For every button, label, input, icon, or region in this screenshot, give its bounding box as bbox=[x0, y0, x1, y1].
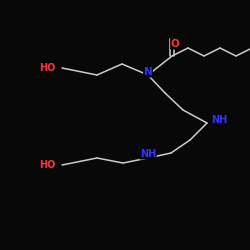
Text: NH: NH bbox=[211, 115, 227, 125]
Text: HO: HO bbox=[38, 160, 55, 170]
Text: HO: HO bbox=[38, 63, 55, 73]
Text: O: O bbox=[170, 39, 179, 49]
Text: N: N bbox=[144, 67, 152, 77]
Text: NH: NH bbox=[140, 149, 156, 159]
